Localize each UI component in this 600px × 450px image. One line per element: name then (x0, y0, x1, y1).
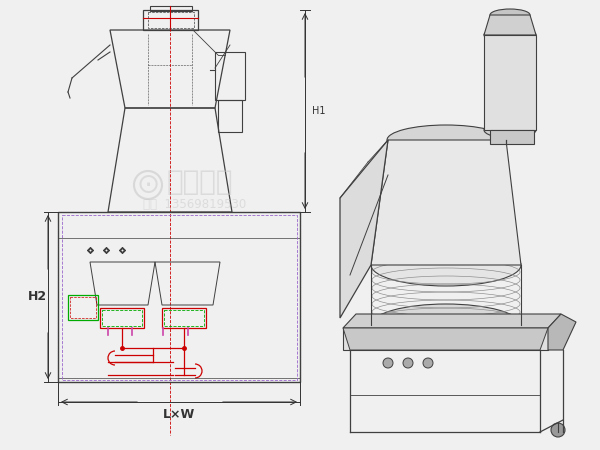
Bar (164, 310, 204, 326)
Text: L×W: L×W (163, 408, 195, 421)
Polygon shape (484, 15, 536, 35)
Text: 国盛机械: 国盛机械 (167, 168, 233, 196)
Polygon shape (343, 328, 548, 350)
Bar (218, 100, 242, 132)
Bar (143, 10, 198, 30)
Ellipse shape (371, 304, 521, 346)
Bar (490, 130, 534, 144)
Ellipse shape (484, 27, 536, 43)
Circle shape (403, 358, 413, 368)
Bar (70, 297, 96, 318)
Ellipse shape (490, 9, 530, 21)
Text: H1: H1 (312, 106, 325, 116)
Circle shape (423, 358, 433, 368)
Bar (62, 215, 297, 380)
Bar (58, 212, 300, 382)
Bar (150, 6, 192, 11)
Bar (68, 295, 98, 320)
Polygon shape (343, 314, 561, 328)
Ellipse shape (484, 122, 536, 138)
Ellipse shape (387, 125, 505, 155)
Text: H2: H2 (28, 291, 47, 303)
Ellipse shape (371, 244, 521, 286)
Polygon shape (548, 314, 576, 350)
Text: 国盛  13569819530: 国盛 13569819530 (143, 198, 247, 211)
Circle shape (551, 423, 565, 437)
Bar (162, 308, 206, 328)
Bar (215, 52, 245, 100)
Bar (148, 12, 194, 28)
Polygon shape (343, 328, 548, 350)
Polygon shape (371, 140, 521, 265)
Polygon shape (484, 35, 536, 130)
Bar (102, 310, 142, 326)
Polygon shape (340, 140, 388, 318)
Bar (100, 308, 144, 328)
Text: ⊙: ⊙ (136, 171, 160, 199)
Circle shape (383, 358, 393, 368)
